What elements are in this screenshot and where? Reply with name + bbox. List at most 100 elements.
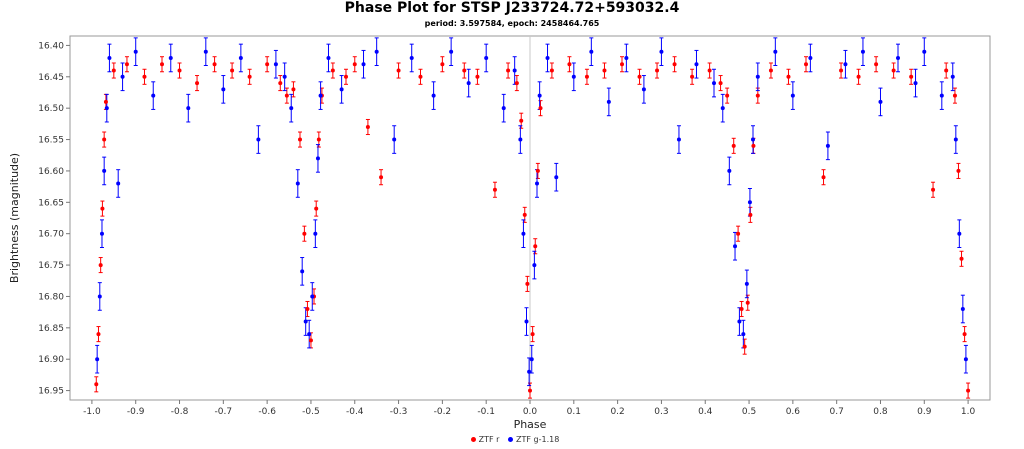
x-tick-label: -0.7 [215,407,233,417]
data-point-ztf-r [528,388,532,393]
y-tick-label: 16.90 [38,355,64,365]
x-tick-label: 0.8 [873,407,888,417]
y-tick-label: 16.85 [38,324,64,334]
data-point-ztf-r [94,382,99,387]
data-point-ztf-g [571,74,576,79]
data-point-ztf-r [98,263,103,268]
data-point-ztf-g [133,49,138,54]
data-point-ztf-r [530,332,535,337]
legend-marker-ztf-g [508,437,514,442]
data-point-ztf-r [786,74,791,79]
data-point-ztf-g [747,200,752,205]
data-point-ztf-r [874,62,879,67]
legend-marker-ztf-r [470,437,476,442]
data-point-ztf-g [221,87,226,92]
data-point-ztf-r [856,74,861,79]
data-point-ztf-g [151,93,156,98]
data-point-ztf-r [637,74,642,79]
data-point-ztf-g [315,156,320,161]
x-tick-label: -0.8 [171,407,189,417]
data-point-ztf-g [289,106,294,111]
data-point-ztf-g [755,74,760,79]
x-tick-label: 0.5 [742,407,756,417]
data-point-ztf-g [744,281,749,286]
x-tick-label: -0.4 [346,407,364,417]
data-point-ztf-r [748,212,753,217]
data-point-ztf-r [725,93,730,98]
data-point-ztf-g [554,175,559,180]
data-point-ztf-r [931,187,936,192]
data-point-ztf-g [913,81,918,86]
data-point-ztf-r [525,281,530,286]
x-tick-label: -0.1 [477,407,495,417]
data-point-ztf-g [303,319,308,324]
data-point-ztf-r [265,62,270,67]
data-point-ztf-g [203,49,208,54]
chart-title: Phase Plot for STSP J233724.72+593032.4 [344,0,680,16]
x-tick-label: 0.9 [917,407,932,417]
data-point-ztf-r [533,244,538,249]
data-point-ztf-g [524,319,529,324]
data-point-ztf-g [186,106,191,111]
data-point-ztf-r [690,74,695,79]
y-tick-label: 16.80 [38,292,64,302]
y-tick-label: 16.55 [38,136,64,146]
y-tick-label: 16.75 [38,261,64,271]
data-point-ztf-r [549,68,554,73]
data-point-ztf-r [535,168,540,173]
data-point-ztf-r [102,137,107,142]
data-point-ztf-r [655,68,660,73]
data-point-ztf-g [295,181,300,186]
data-point-ztf-g [97,294,102,299]
data-point-ztf-r [739,307,744,311]
data-point-ztf-r [212,62,217,67]
data-point-ztf-r [462,68,467,73]
data-point-ztf-r [103,99,108,104]
data-point-ztf-r [962,332,967,337]
data-point-ztf-r [736,231,741,236]
data-point-ztf-g [790,93,795,98]
data-point-ztf-r [177,68,182,73]
data-point-ztf-r [316,137,321,142]
data-point-ztf-r [745,300,750,305]
data-point-ztf-g [99,231,104,236]
data-point-ztf-g [501,106,506,111]
data-point-ztf-r [111,68,116,73]
data-point-ztf-r [418,74,423,79]
data-point-ztf-r [804,62,808,67]
data-point-ztf-g [107,55,112,60]
x-tick-label: -0.9 [127,407,145,417]
data-point-ztf-g [282,74,287,79]
data-point-ztf-g [606,99,611,104]
data-point-ztf-g [238,55,243,60]
data-point-ztf-r [966,388,971,393]
data-point-ztf-g [545,55,550,60]
x-tick-label: 1.0 [961,407,976,417]
data-point-ztf-g [449,49,454,54]
data-point-ztf-g [860,49,865,54]
data-point-ztf-g [843,62,848,67]
data-point-ztf-r [538,106,543,111]
data-point-ztf-g [310,294,315,299]
data-point-ztf-g [518,137,523,142]
x-tick-label: -0.2 [434,407,452,417]
data-point-ztf-g [313,231,318,236]
data-point-ztf-g [409,55,414,60]
data-point-ztf-r [308,338,313,343]
data-point-ztf-g [466,81,471,86]
data-point-ztf-r [944,68,949,73]
data-point-ztf-g [741,332,746,337]
data-point-ztf-g [104,106,109,111]
data-point-ztf-r [584,74,589,79]
data-point-ztf-g [624,55,629,60]
y-tick-label: 16.95 [38,387,64,397]
data-point-ztf-r [291,87,296,92]
data-point-ztf-r [956,168,961,173]
y-tick-label: 16.70 [38,230,64,240]
data-point-ztf-g [939,93,944,98]
data-point-ztf-r [718,81,723,86]
data-point-ztf-g [641,87,646,92]
data-point-ztf-g [529,357,534,362]
data-point-ztf-g [339,87,344,92]
